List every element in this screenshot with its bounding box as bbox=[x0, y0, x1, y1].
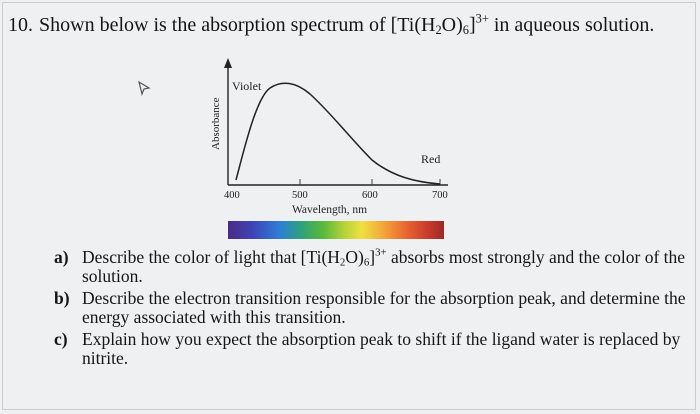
question-parts: a) Describe the color of light that [Ti(… bbox=[54, 246, 694, 371]
question-title: 10. Shown below is the absorption spectru… bbox=[8, 11, 655, 38]
part-c: c) Explain how you expect the absorption… bbox=[54, 329, 681, 368]
part-a: a) Describe the color of light that [Ti(… bbox=[54, 246, 686, 286]
part-b: b) Describe the electron transition resp… bbox=[54, 288, 686, 327]
question-number: 10. bbox=[8, 14, 33, 36]
worksheet-frame bbox=[2, 2, 696, 410]
cursor-icon bbox=[138, 80, 151, 96]
visible-spectrum-bar bbox=[228, 221, 444, 239]
